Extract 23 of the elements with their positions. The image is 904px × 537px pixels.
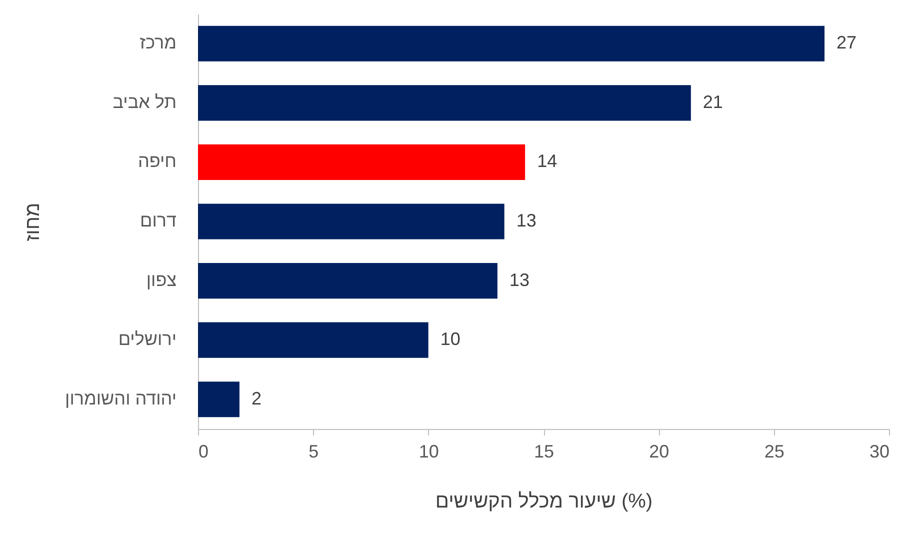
- y-tick-label: יהודה והשומרון: [65, 388, 176, 408]
- y-tick-label: חיפה: [138, 151, 176, 172]
- y-tick-label: ירושלים: [118, 329, 176, 350]
- x-tick-label: 0: [198, 442, 209, 462]
- x-axis-title: שיעור מכלל הקשישים (%): [435, 490, 653, 512]
- x-tick-label: 5: [308, 442, 319, 462]
- x-tick-label: 20: [649, 442, 670, 462]
- y-tick-label: דרום: [140, 210, 177, 230]
- data-label: 2: [251, 388, 262, 408]
- x-tick-label: 30: [869, 442, 890, 462]
- y-tick-label: צפון: [146, 270, 177, 290]
- y-axis-title: מחוז: [22, 202, 44, 242]
- data-label: 13: [516, 210, 536, 230]
- x-tick-label: 15: [534, 442, 554, 462]
- data-label: 10: [440, 329, 460, 350]
- data-label: 13: [509, 270, 530, 290]
- y-tick-label: תל אביב: [112, 92, 176, 112]
- data-label: 21: [702, 92, 723, 112]
- x-tick-label: 10: [418, 442, 439, 462]
- data-label: 27: [836, 32, 857, 53]
- data-label: 14: [537, 151, 558, 172]
- x-tick-label: 25: [764, 442, 784, 462]
- y-tick-label: מרכז: [140, 32, 176, 53]
